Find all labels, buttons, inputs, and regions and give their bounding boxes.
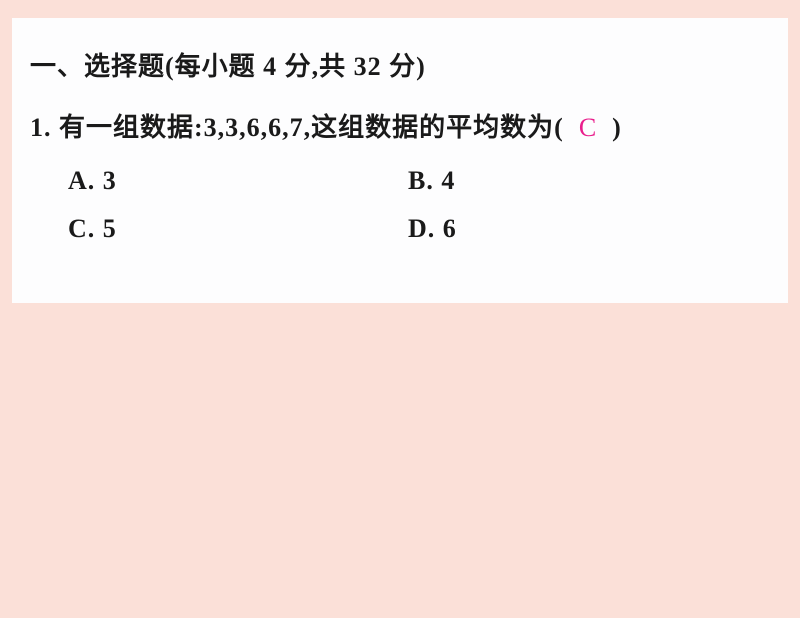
option-letter: C. [68, 214, 95, 243]
option-letter: D. [408, 214, 435, 243]
question-number: 1. [30, 113, 52, 142]
option-d: D. 6 [408, 214, 457, 244]
section-header: 一、选择题(每小题 4 分,共 32 分) [30, 46, 770, 83]
stem-text-pre: 有一组数据:3,3,6,6,7,这组数据的平均数为( [59, 113, 564, 142]
question-card: 一、选择题(每小题 4 分,共 32 分) 1. 有一组数据:3,3,6,6,7… [12, 18, 788, 303]
stem-text-post: ) [612, 113, 622, 142]
option-row: A. 3 B. 4 [68, 166, 770, 196]
option-value: 3 [103, 166, 117, 195]
option-value: 4 [441, 166, 455, 195]
option-letter: B. [408, 166, 434, 195]
question-stem: 1. 有一组数据:3,3,6,6,7,这组数据的平均数为( C ) [30, 107, 770, 144]
option-c: C. 5 [68, 214, 408, 244]
answer-letter: C [579, 113, 597, 142]
options-block: A. 3 B. 4 C. 5 D. 6 [30, 166, 770, 244]
section-label: 一、选择题(每小题 4 分,共 32 分) [30, 52, 426, 81]
option-row: C. 5 D. 6 [68, 214, 770, 244]
option-b: B. 4 [408, 166, 455, 196]
option-letter: A. [68, 166, 95, 195]
option-value: 5 [103, 214, 117, 243]
option-value: 6 [443, 214, 457, 243]
option-a: A. 3 [68, 166, 408, 196]
